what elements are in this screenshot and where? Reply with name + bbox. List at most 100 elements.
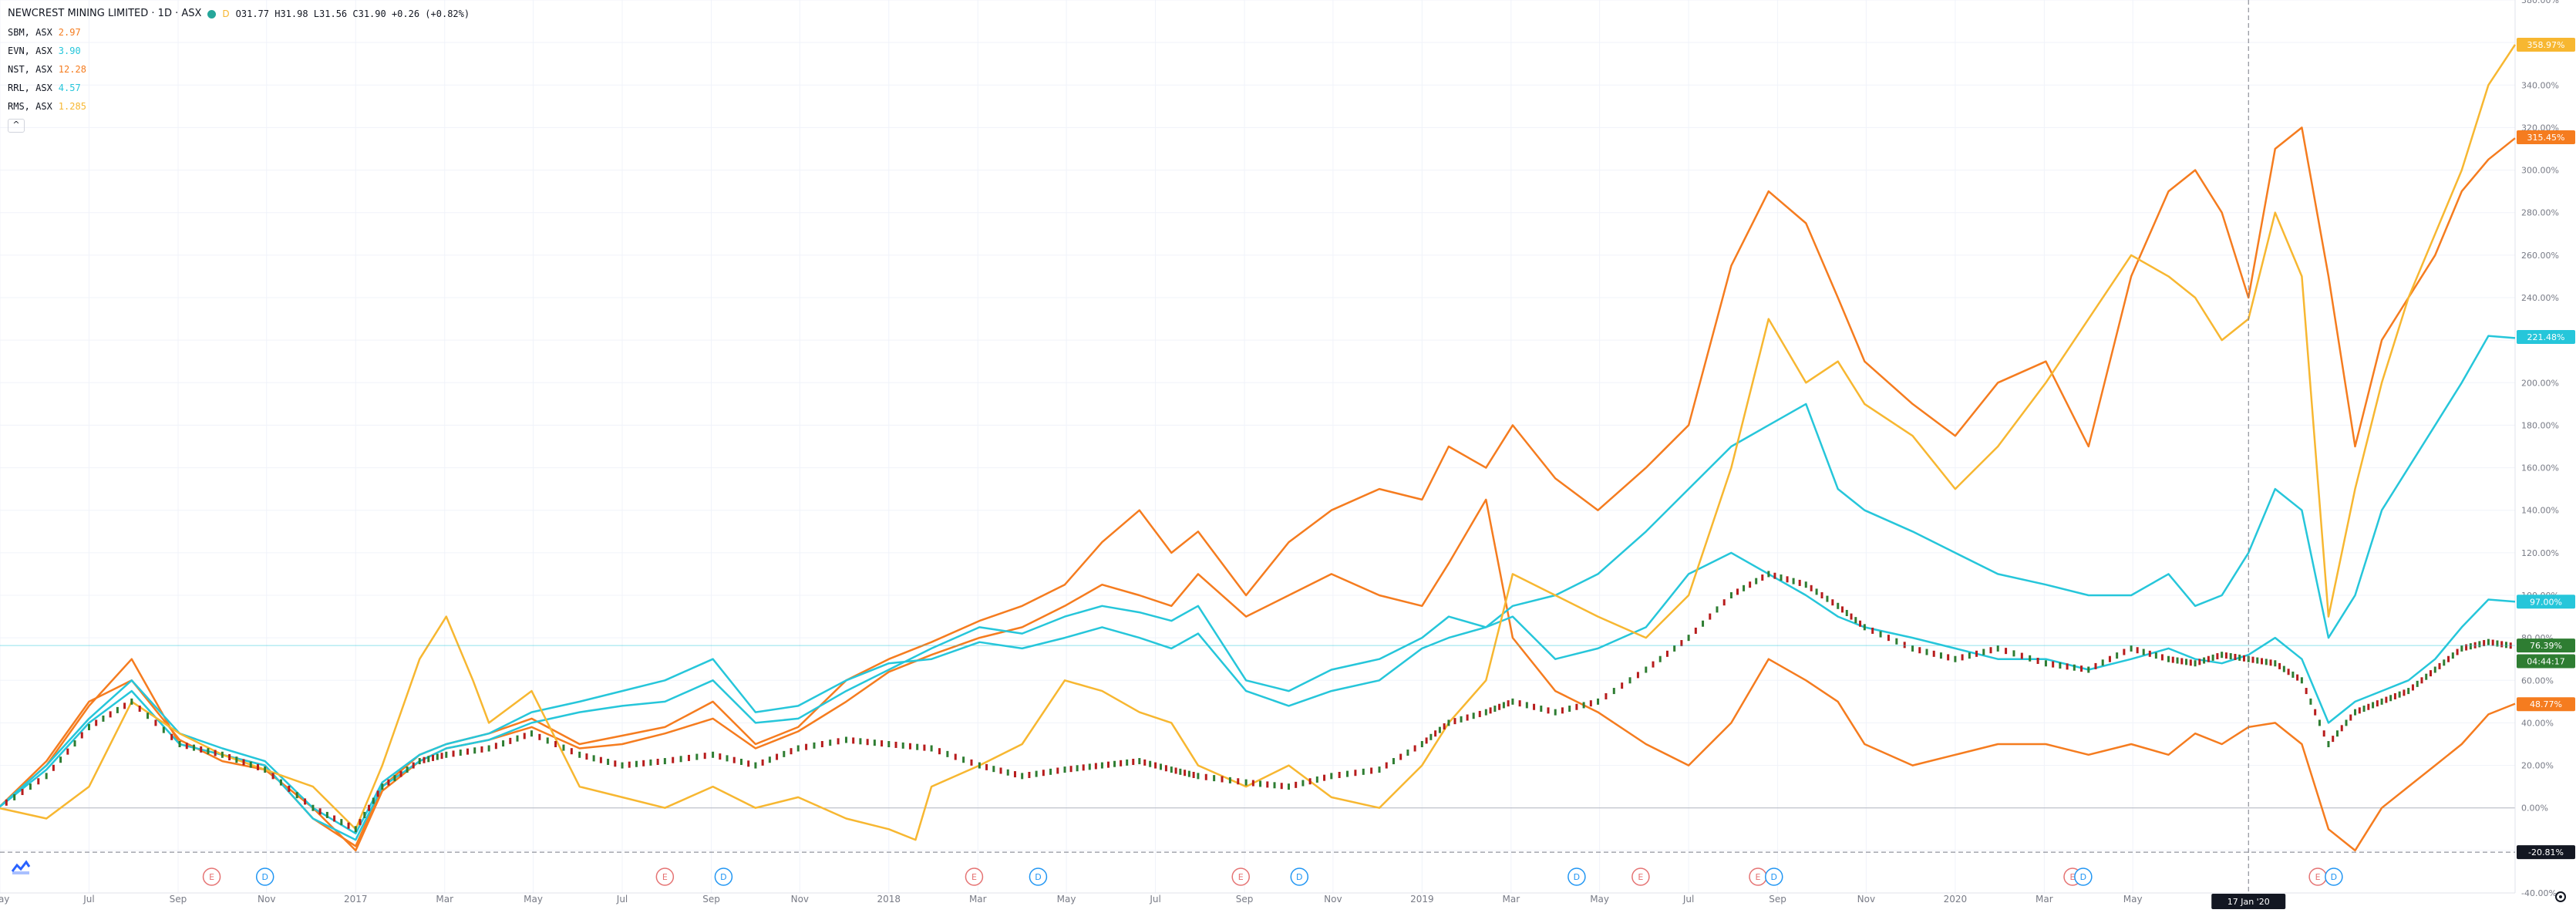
event-label: E (2315, 872, 2321, 882)
tradingview-logo-icon[interactable] (11, 859, 31, 879)
legend-item[interactable]: RMS, ASX 1.285 (8, 97, 470, 116)
event-label: D (1296, 872, 1302, 882)
candle (1006, 769, 1009, 776)
candle (2335, 730, 2339, 737)
candle (1308, 778, 1312, 785)
collapse-legend-button[interactable]: ^ (8, 119, 25, 133)
dividend-event-icon[interactable] (1029, 868, 1048, 886)
candle (873, 739, 876, 746)
candle (1773, 572, 1776, 579)
main-symbol-title[interactable]: NEWCREST MINING LIMITED · 1D · ASX (8, 8, 202, 19)
earnings-event-icon[interactable] (655, 868, 675, 886)
candle (2052, 661, 2055, 668)
price-axis[interactable] (2515, 0, 2576, 910)
candle (796, 745, 800, 752)
candle (2265, 659, 2268, 665)
legend-header: NEWCREST MINING LIMITED · 1D · ASX D O31… (8, 5, 470, 23)
candle (2372, 702, 2375, 709)
earnings-event-icon[interactable] (1631, 868, 1650, 886)
earnings-event-icon[interactable] (202, 868, 221, 886)
candle (452, 750, 455, 757)
candle (359, 819, 362, 826)
candle (363, 811, 366, 818)
candle (1665, 650, 1669, 657)
x-tick-label: May (524, 894, 543, 905)
candle (790, 748, 793, 755)
candle (916, 743, 919, 750)
legend-item[interactable]: SBM, ASX 2.97 (8, 23, 470, 42)
candle (249, 761, 252, 768)
candle (178, 741, 181, 747)
candle (1975, 650, 1978, 657)
candle (962, 756, 965, 763)
candle (1911, 645, 1914, 652)
candle (1996, 645, 1999, 652)
dividend-event-icon[interactable] (2325, 868, 2343, 886)
legend-symbol: NST, ASX (8, 64, 52, 75)
candle (1694, 627, 1697, 634)
legend-item[interactable]: NST, ASX 12.28 (8, 60, 470, 79)
candle (628, 761, 631, 768)
candle (1780, 574, 1783, 581)
candle (1484, 709, 1487, 716)
legend-item[interactable]: RRL, ASX 4.57 (8, 79, 470, 97)
candle (2256, 657, 2259, 664)
candle (325, 811, 328, 818)
dividend-event-icon[interactable] (1765, 868, 1783, 886)
candle (1989, 647, 1992, 654)
candle (1088, 763, 1091, 770)
candle (2207, 655, 2210, 662)
candle (1228, 777, 1231, 783)
candle (1013, 771, 1016, 778)
candle (1658, 655, 1662, 662)
price-badge (2517, 130, 2575, 144)
earnings-event-icon[interactable] (1231, 868, 1250, 886)
dividend-event-icon[interactable] (714, 868, 733, 886)
candle (1850, 613, 1853, 620)
candle (170, 733, 173, 740)
candle (2080, 665, 2083, 672)
candle (1399, 753, 1402, 760)
crosshair-date-badge (2211, 894, 2286, 909)
candle (2483, 640, 2486, 647)
candle (2425, 673, 2428, 680)
legend-value: 4.57 (58, 83, 81, 93)
candle (1460, 716, 1463, 723)
candle (279, 779, 282, 786)
candle (2066, 663, 2069, 670)
candle (1174, 767, 1177, 774)
candle (1392, 758, 1395, 765)
candle (459, 750, 462, 756)
legend-item[interactable]: EVN, ASX 3.90 (8, 42, 470, 60)
gear-icon[interactable] (2554, 890, 2568, 907)
candle (45, 773, 48, 780)
dividend-event-icon[interactable] (1290, 868, 1309, 886)
candle (2398, 691, 2401, 698)
x-tick-label: May (1057, 894, 1076, 905)
candle (473, 747, 476, 754)
dividend-event-icon[interactable] (1567, 868, 1586, 886)
dividend-event-icon[interactable] (2074, 868, 2093, 886)
candle (2282, 665, 2285, 672)
earnings-event-icon[interactable] (965, 868, 984, 886)
candle (1597, 698, 1600, 705)
candle (2203, 657, 2206, 664)
x-tick-label: Mar (969, 894, 987, 905)
candle (1132, 758, 1135, 765)
candle (1518, 700, 1521, 707)
candle (1939, 652, 1942, 659)
price-badge (2517, 697, 2575, 712)
dividend-event-icon[interactable] (255, 868, 274, 886)
candle (406, 766, 409, 773)
y-tick-label: 340.00% (2521, 80, 2559, 90)
event-label: D (1035, 872, 1041, 882)
candle (2176, 657, 2179, 664)
candle (946, 750, 949, 757)
candle (1273, 782, 1276, 789)
legend: NEWCREST MINING LIMITED · 1D · ASX D O31… (8, 5, 470, 133)
candle (813, 742, 816, 749)
candle (2443, 659, 2446, 666)
legend-value: 12.28 (58, 64, 86, 75)
